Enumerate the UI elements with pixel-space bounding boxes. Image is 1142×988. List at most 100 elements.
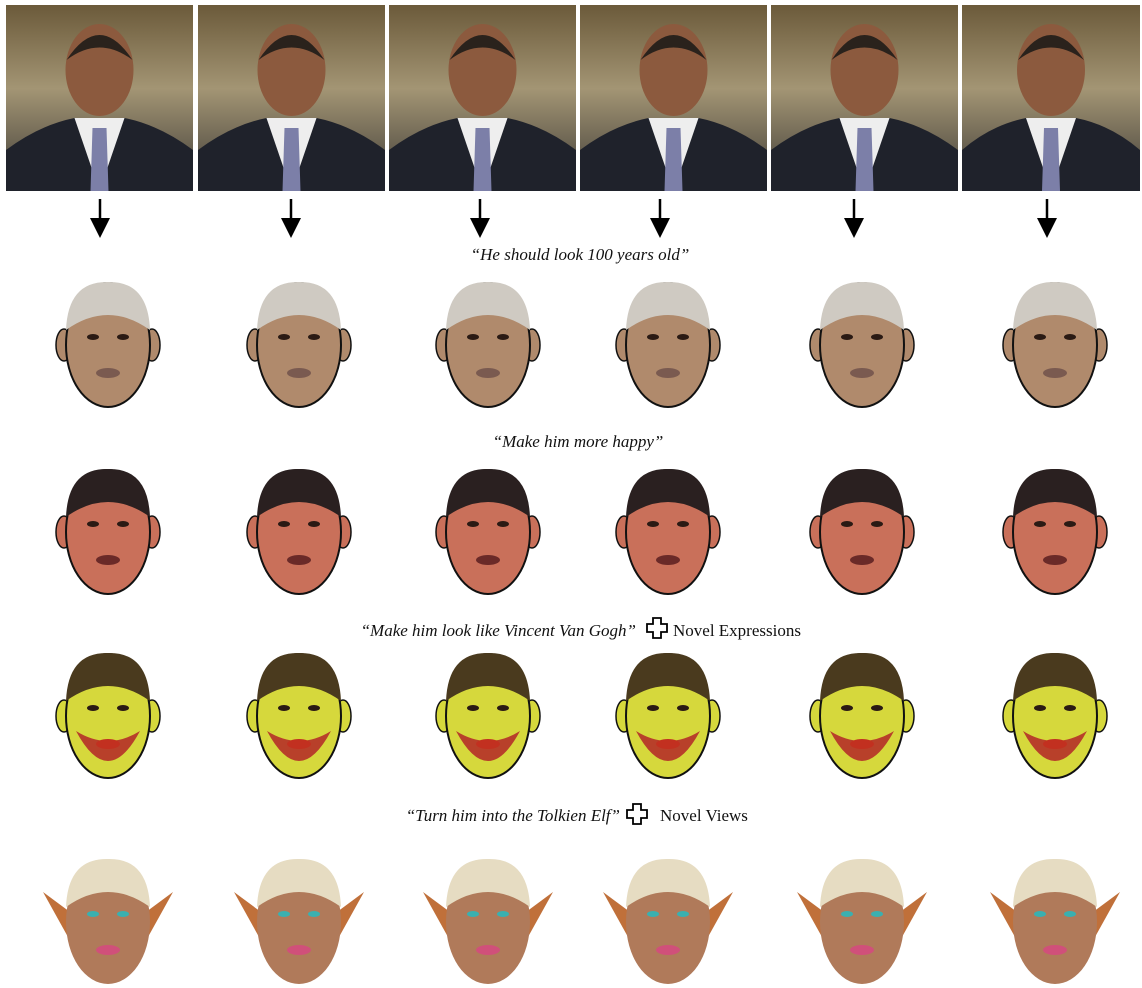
face bbox=[423, 859, 553, 984]
eye bbox=[117, 705, 129, 711]
face bbox=[56, 653, 160, 778]
eye bbox=[1034, 911, 1046, 917]
eye bbox=[871, 521, 883, 527]
face bbox=[1003, 282, 1107, 407]
photo bbox=[771, 5, 958, 191]
caption: “Make him more happy” bbox=[493, 432, 664, 451]
tie bbox=[856, 128, 874, 191]
face bbox=[436, 653, 540, 778]
face bbox=[247, 282, 351, 407]
eye bbox=[841, 911, 853, 917]
eye bbox=[308, 334, 320, 340]
mouth bbox=[287, 368, 311, 378]
eye bbox=[467, 521, 479, 527]
mouth bbox=[1043, 555, 1067, 565]
face bbox=[436, 469, 540, 594]
caption: “Make him look like Vincent Van Gogh” bbox=[361, 621, 636, 640]
mouth bbox=[1043, 368, 1067, 378]
ear bbox=[526, 892, 553, 937]
eye bbox=[278, 705, 290, 711]
face bbox=[1003, 653, 1107, 778]
mouth bbox=[287, 945, 311, 955]
mouth bbox=[656, 739, 680, 749]
mouth bbox=[476, 945, 500, 955]
mouth bbox=[656, 945, 680, 955]
face bbox=[247, 469, 351, 594]
face bbox=[603, 859, 733, 984]
tie bbox=[283, 128, 301, 191]
mouth bbox=[287, 555, 311, 565]
eye bbox=[841, 521, 853, 527]
eye bbox=[497, 521, 509, 527]
eye bbox=[677, 911, 689, 917]
tie bbox=[474, 128, 492, 191]
face bbox=[247, 653, 351, 778]
face bbox=[810, 469, 914, 594]
eye bbox=[308, 911, 320, 917]
eye bbox=[1034, 521, 1046, 527]
eye bbox=[278, 911, 290, 917]
face bbox=[616, 469, 720, 594]
eye bbox=[497, 334, 509, 340]
face bbox=[56, 282, 160, 407]
ear bbox=[603, 892, 630, 937]
eye bbox=[117, 521, 129, 527]
photo bbox=[198, 5, 385, 191]
eye bbox=[308, 521, 320, 527]
face bbox=[616, 653, 720, 778]
mouth bbox=[1043, 739, 1067, 749]
eye bbox=[647, 911, 659, 917]
mouth bbox=[850, 368, 874, 378]
eye bbox=[278, 334, 290, 340]
eye bbox=[87, 521, 99, 527]
mouth bbox=[476, 368, 500, 378]
eye bbox=[1064, 521, 1076, 527]
eye bbox=[871, 334, 883, 340]
eye bbox=[117, 334, 129, 340]
mouth bbox=[850, 555, 874, 565]
eye bbox=[1064, 911, 1076, 917]
ear bbox=[990, 892, 1017, 937]
mouth bbox=[476, 555, 500, 565]
caption: “He should look 100 years old” bbox=[471, 245, 690, 264]
plus-icon bbox=[627, 804, 647, 824]
face bbox=[234, 859, 364, 984]
face bbox=[43, 859, 173, 984]
ear bbox=[337, 892, 364, 937]
mouth bbox=[476, 739, 500, 749]
eye bbox=[1064, 705, 1076, 711]
ear bbox=[1093, 892, 1120, 937]
photo bbox=[389, 5, 576, 191]
eye bbox=[1034, 334, 1046, 340]
eye bbox=[647, 334, 659, 340]
eye bbox=[467, 334, 479, 340]
eye bbox=[1064, 334, 1076, 340]
eye bbox=[677, 334, 689, 340]
caption-suffix: Novel Expressions bbox=[673, 621, 801, 640]
tie bbox=[665, 128, 683, 191]
figure: “He should look 100 years old” “Make him… bbox=[0, 0, 1142, 988]
eye bbox=[841, 334, 853, 340]
ear bbox=[423, 892, 450, 937]
eye bbox=[647, 705, 659, 711]
mouth bbox=[850, 739, 874, 749]
eye bbox=[871, 705, 883, 711]
eye bbox=[677, 705, 689, 711]
photo bbox=[962, 5, 1140, 191]
face bbox=[990, 859, 1120, 984]
eye bbox=[497, 911, 509, 917]
caption-suffix: Novel Views bbox=[660, 806, 748, 825]
tie bbox=[1042, 128, 1060, 191]
face bbox=[1003, 469, 1107, 594]
eye bbox=[117, 911, 129, 917]
ear bbox=[43, 892, 70, 937]
ear bbox=[146, 892, 173, 937]
caption: “Turn him into the Tolkien Elf” bbox=[406, 806, 620, 825]
mouth bbox=[96, 945, 120, 955]
eye bbox=[871, 911, 883, 917]
photo bbox=[580, 5, 767, 191]
mouth bbox=[96, 555, 120, 565]
photo bbox=[6, 5, 193, 191]
mouth bbox=[96, 368, 120, 378]
face bbox=[616, 282, 720, 407]
